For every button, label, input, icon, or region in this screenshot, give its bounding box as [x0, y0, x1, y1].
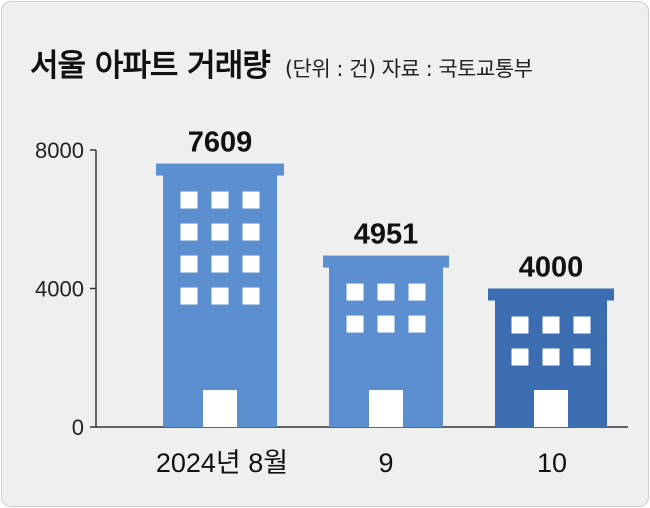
- value-label: 7609: [188, 127, 253, 159]
- building-window: [346, 315, 364, 333]
- building-roof: [156, 163, 284, 176]
- bar-building: [156, 163, 284, 427]
- bar-building: [488, 288, 614, 427]
- chart-title: 서울 아파트 거래량: [30, 48, 271, 84]
- building-window: [346, 283, 364, 301]
- building-door: [203, 390, 237, 427]
- building-window: [180, 191, 198, 209]
- building-door: [369, 390, 403, 427]
- building-window: [211, 223, 229, 241]
- value-label: 4000: [519, 252, 584, 284]
- building-roof: [323, 255, 449, 268]
- y-tick-label: 4000: [35, 277, 84, 302]
- category-label: 9: [378, 448, 393, 478]
- building-window: [511, 316, 529, 334]
- building-window: [511, 348, 529, 366]
- building-window: [377, 283, 395, 301]
- building-window: [180, 287, 198, 305]
- building-window: [573, 348, 591, 366]
- building-window: [211, 191, 229, 209]
- category-label: 2024년 8월: [156, 448, 288, 478]
- building-roof: [488, 288, 614, 301]
- unit-source-note: (단위 : 건) 자료 : 국토교통부: [284, 57, 533, 81]
- bar-building: [323, 255, 449, 427]
- building-window: [180, 223, 198, 241]
- building-window: [542, 316, 560, 334]
- building-window: [242, 255, 260, 273]
- building-window: [211, 255, 229, 273]
- building-window: [377, 315, 395, 333]
- building-window: [242, 191, 260, 209]
- y-tick-label: 0: [72, 415, 84, 440]
- y-tick-label: 8000: [35, 138, 84, 163]
- building-window: [242, 287, 260, 305]
- building-window: [211, 287, 229, 305]
- building-window: [408, 283, 426, 301]
- building-door: [534, 390, 568, 427]
- value-label: 4951: [354, 219, 419, 251]
- building-window: [180, 255, 198, 273]
- building-window: [573, 316, 591, 334]
- category-label: 10: [537, 448, 567, 478]
- title-row: 서울 아파트 거래량 (단위 : 건) 자료 : 국토교통부: [30, 40, 533, 85]
- building-window: [408, 315, 426, 333]
- building-window: [542, 348, 560, 366]
- building-window: [242, 223, 260, 241]
